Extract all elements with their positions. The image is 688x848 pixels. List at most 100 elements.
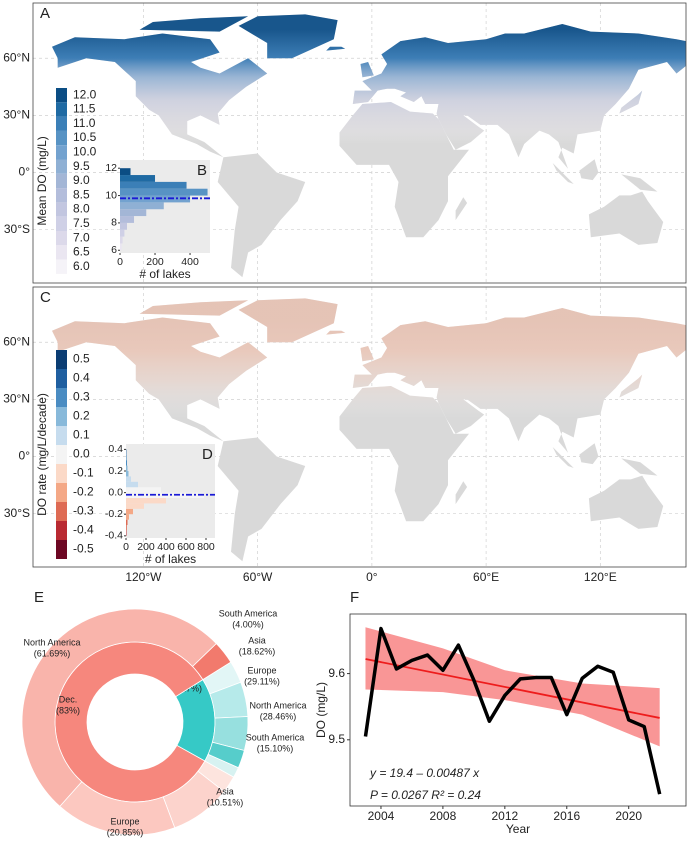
panel-label: D [202,446,213,463]
colorbar-label: 0.4 [73,371,90,385]
x-tick-label: 600 [177,541,195,553]
colorbar-swatch [56,464,67,483]
segment-value-label: (20.85%) [107,827,144,837]
segment-value-label: (15.10%) [257,743,294,753]
histogram-bar [126,471,129,476]
histogram-bar [126,530,127,535]
x-tick-label: 0 [123,541,129,553]
colorbar-swatch [56,260,67,274]
histogram-bar [126,509,133,514]
histogram-bar [120,243,122,250]
colorbar-label: -0.5 [73,542,94,556]
colorbar-swatch [56,131,67,145]
colorbar-label: 0.0 [73,447,90,461]
x-tick-label: 60°W [243,570,273,584]
colorbar-swatch [56,245,67,259]
colorbar-label: 8.5 [73,187,90,201]
y-tick-label: 10 [105,189,117,201]
y-tick-label: 0.0 [108,486,123,498]
colorbar-swatch [56,540,67,559]
histogram-bar [126,460,127,465]
panel-label: C [40,289,51,306]
histogram-bar [120,237,123,244]
histogram-bar [120,196,190,203]
histogram-bar [126,525,127,530]
colorbar-swatch [56,202,67,216]
segment-label: South America [246,732,305,742]
y-tick-label: -0.4 [105,530,123,542]
colorbar-swatch [56,160,67,174]
histogram-bar [126,466,128,471]
y-axis-label: DO (mg/L) [314,682,328,738]
histogram-bar [126,476,131,481]
histogram-bar [120,202,164,209]
segment-label: Asia [216,786,234,796]
colorbar-label: 11.0 [73,116,96,130]
y-tick-label: 9.6 [328,666,345,680]
colorbar-label: 10.5 [73,130,97,144]
colorbar-swatch [56,502,67,521]
histogram-bar [120,189,208,196]
histogram-bar [126,482,138,487]
histogram-bar [120,216,134,223]
y-tick-label: 9.5 [328,732,345,746]
segment-label: North America [23,637,80,647]
colorbar-label: 7.0 [73,230,90,244]
colorbar-title: DO rate (mg/L/decade) [35,393,49,516]
y-tick-label: 0° [19,449,31,463]
colorbar-swatch [56,445,67,464]
colorbar-label: 8.0 [73,202,90,216]
colorbar-label: -0.2 [73,485,94,499]
panel-label: A [40,5,50,22]
panel-label: B [197,162,207,179]
x-tick-label: 2016 [553,809,580,823]
segment-value-label: (18.62%) [239,646,276,656]
colorbar-label: 6.0 [73,259,90,273]
x-tick-label: 2004 [368,809,395,823]
colorbar-label: 10.0 [73,145,97,159]
x-axis-label: # of lakes [145,552,196,566]
x-tick-label: 400 [157,541,175,553]
y-tick-label: 6 [111,244,117,256]
x-tick-label: 0° [366,570,378,584]
annotation: y = 19.4 – 0.00487 x [369,766,480,780]
colorbar-swatch [56,426,67,445]
segment-label: South America [219,608,278,618]
colorbar-label: 9.0 [73,173,90,187]
x-tick-label: 2012 [491,809,518,823]
colorbar-swatch [56,350,67,369]
histogram-bar [126,498,166,503]
colorbar-label: 0.5 [73,352,90,366]
colorbar-swatch [56,521,67,540]
x-tick-label: 800 [197,541,215,553]
y-tick-label: 30°S [4,506,30,520]
y-tick-label: 12 [105,162,117,174]
colorbar-label: -0.4 [73,523,94,537]
histogram-bar [120,175,155,182]
colorbar-label: 9.5 [73,159,90,173]
colorbar-label: 7.5 [73,216,90,230]
histogram-bar [120,223,127,230]
segment-value-label: (28.46%) [260,711,297,721]
y-tick-label: 30°N [3,108,30,122]
colorbar-swatch [56,88,67,102]
x-tick-label: 60°E [473,570,499,584]
y-tick-label: 60°N [3,50,30,64]
y-tick-label: 60°N [3,334,30,348]
segment-value-label: (61.69%) [34,648,71,658]
colorbar-swatch [56,174,67,188]
colorbar-label: 11.5 [73,102,96,116]
y-tick-label: 30°S [4,222,30,236]
segment-value-label: (29.11%) [244,676,280,686]
x-tick-label: 0 [117,256,123,268]
y-tick-label: 0.4 [108,443,123,455]
y-tick-label: 0° [19,165,31,179]
colorbar-swatch [56,483,67,502]
x-tick-label: 120°W [125,570,162,584]
segment-label: Europe [110,816,139,826]
segment-value-label: (10.51%) [207,797,244,807]
x-tick-label: 2008 [430,809,457,823]
x-axis-label: # of lakes [139,267,190,281]
panel-label: E [34,589,44,606]
